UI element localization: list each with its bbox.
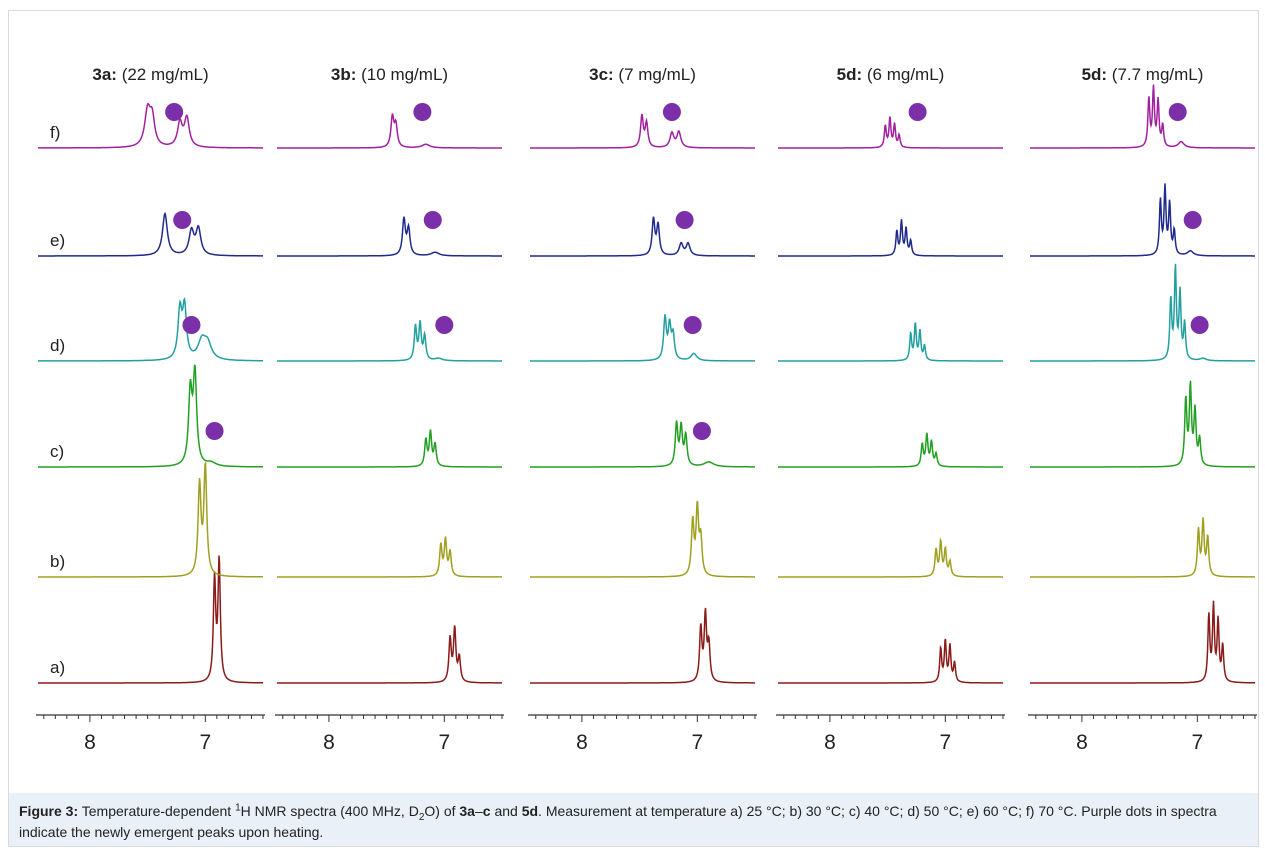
spectrum-trace (38, 102, 263, 149)
emergent-peak-dot (683, 316, 702, 334)
spectrum-trace (277, 216, 502, 257)
caption-label: Figure 3: (19, 803, 79, 819)
figure-caption: Figure 3: Temperature-dependent 1H NMR s… (9, 793, 1258, 846)
row-label: c) (50, 442, 64, 461)
spectrum-trace (530, 216, 755, 257)
caption-text: . Measurement at temperature a) 25 °C; b… (19, 803, 1217, 840)
panel-title: 5d: (6 mg/mL) (837, 65, 945, 84)
spectrum-trace (277, 625, 502, 684)
spectrum-trace (38, 364, 263, 468)
spectrum-trace (277, 536, 502, 578)
x-tick-label: 8 (1076, 731, 1088, 754)
spectrum-trace (277, 429, 502, 468)
x-tick-label: 8 (323, 731, 335, 754)
x-tick-label: 7 (691, 731, 703, 754)
panel-title: 3a: (22 mg/mL) (92, 65, 208, 84)
spectrum-trace (778, 219, 1003, 257)
caption-text: H NMR spectra (400 MHz, D (240, 803, 419, 819)
panel-title-compound: 3a: (92, 65, 117, 84)
row-label: a) (50, 658, 65, 677)
row-label: f) (50, 123, 60, 142)
spectrum-trace (778, 432, 1003, 468)
panel-title-concentration: (7.7 mg/mL) (1107, 65, 1203, 84)
spectrum-trace (38, 555, 263, 684)
caption-sup: 1 (235, 802, 241, 814)
emergent-peak-dot (182, 316, 201, 334)
panel-title-compound: 5d: (1082, 65, 1108, 84)
emergent-peak-dot (435, 316, 454, 334)
panel-title-concentration: (6 mg/mL) (862, 65, 944, 84)
emergent-peak-dot (1168, 103, 1187, 121)
emergent-peak-dot (908, 103, 927, 121)
caption-text: Temperature-dependent (78, 803, 236, 819)
caption-bold: 3a (459, 803, 475, 819)
caption-bold: c (482, 803, 491, 819)
spectrum-trace (38, 296, 263, 362)
spectrum-trace (778, 116, 1003, 149)
panel-title-compound: 5d: (837, 65, 863, 84)
panel-title: 5d: (7.7 mg/mL) (1082, 65, 1204, 84)
emergent-peak-dot (1183, 211, 1202, 229)
spectrum-trace (530, 607, 755, 684)
spectrum-trace (530, 420, 755, 468)
spectrum-trace (277, 320, 502, 362)
spectrum-trace (1030, 84, 1255, 149)
emergent-peak-dot (662, 103, 681, 121)
emergent-peak-dot (165, 103, 184, 121)
panel-title: 3c: (7 mg/mL) (589, 65, 696, 84)
spectrum-trace (530, 113, 755, 149)
spectrum-trace (1030, 517, 1255, 578)
spectrum-trace (778, 537, 1003, 578)
x-tick-label: 7 (199, 731, 211, 754)
spectrum-trace (530, 314, 755, 362)
caption-text: O) of (424, 803, 460, 819)
caption-text: and (490, 803, 522, 819)
emergent-peak-dot (205, 422, 224, 440)
spectrum-trace (277, 113, 502, 149)
spectrum-trace (38, 211, 263, 257)
x-tick-label: 8 (576, 731, 588, 754)
spectrum-trace (1030, 380, 1255, 468)
panel-title-concentration: (10 mg/mL) (356, 65, 448, 84)
spectrum-trace (778, 638, 1003, 684)
row-label: b) (50, 552, 65, 571)
x-tick-label: 7 (1191, 731, 1203, 754)
spectrum-trace (38, 460, 263, 578)
caption-sub: 2 (418, 811, 425, 823)
emergent-peak-dot (692, 422, 711, 440)
panel-title-compound: 3c: (589, 65, 614, 84)
panel-title-concentration: (7 mg/mL) (614, 65, 696, 84)
panel-title-concentration: (22 mg/mL) (117, 65, 209, 84)
emergent-peak-dot (173, 211, 192, 229)
spectrum-trace (1030, 600, 1255, 684)
spectrum-trace (778, 322, 1003, 362)
row-label: e) (50, 231, 65, 250)
spectrum-trace (530, 500, 755, 578)
x-tick-label: 8 (84, 731, 96, 754)
caption-bold: 5d (521, 803, 539, 819)
emergent-peak-dot (413, 103, 432, 121)
panel-title: 3b: (10 mg/mL) (331, 65, 448, 84)
x-tick-label: 7 (939, 731, 951, 754)
spectrum-trace (1030, 263, 1255, 362)
x-tick-label: 7 (438, 731, 450, 754)
panel-title-compound: 3b: (331, 65, 357, 84)
spectrum-trace (1030, 183, 1255, 257)
row-label: d) (50, 336, 65, 355)
x-tick-label: 8 (824, 731, 836, 754)
emergent-peak-dot (675, 211, 694, 229)
emergent-peak-dot (423, 211, 442, 229)
caption-text: – (474, 803, 483, 819)
emergent-peak-dot (1190, 316, 1209, 334)
